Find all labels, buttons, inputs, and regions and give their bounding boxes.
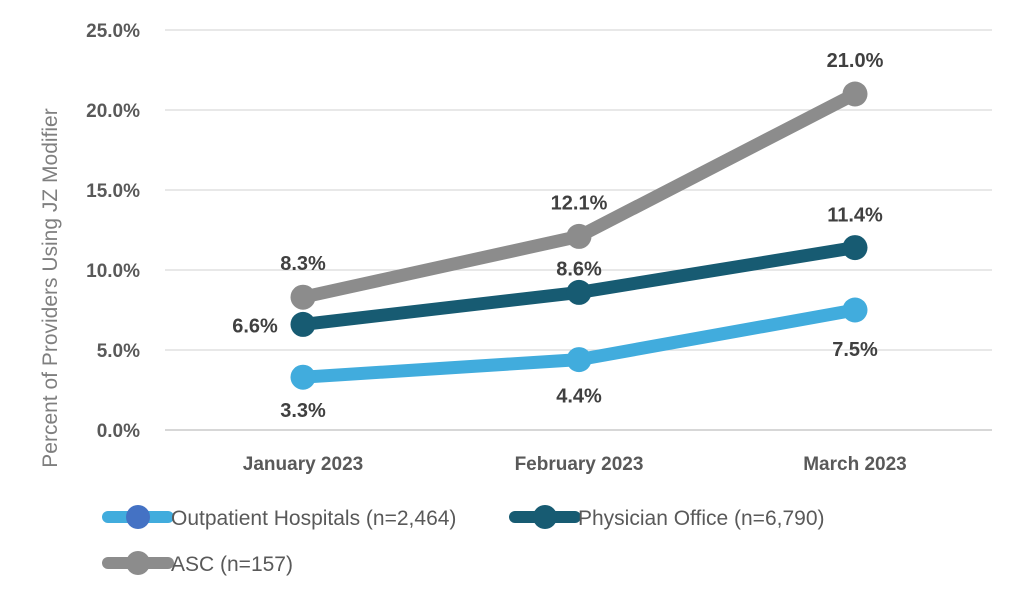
y-tick-label: 15.0% [86,181,140,202]
y-tick-label: 20.0% [86,101,140,122]
y-tick-label: 25.0% [86,21,140,42]
legend-label: ASC (n=157) [171,553,293,576]
x-tick-label: February 2023 [515,454,644,475]
y-tick-label: 10.0% [86,261,140,282]
data-point [290,284,316,310]
y-axis-ticks: 0.0% 5.0% 10.0% 15.0% 20.0% 25.0% [86,21,140,442]
x-tick-label: March 2023 [803,454,907,475]
series-lines [290,81,868,390]
data-label: 11.4% [827,205,883,227]
data-label: 6.6% [232,315,278,337]
series-line [290,81,868,310]
legend-label: Physician Office (n=6,790) [578,507,825,530]
data-label: 21.0% [827,50,884,72]
x-tick-label: January 2023 [243,454,363,475]
data-label: 8.3% [280,253,326,275]
data-label: 7.5% [832,339,878,361]
legend-item: Physician Office (n=6,790) [509,505,825,530]
data-label: 12.1% [551,192,608,214]
y-tick-label: 5.0% [97,341,140,362]
data-label: 3.3% [280,400,326,422]
data-point [842,235,868,261]
legend-marker [126,551,150,575]
legend-label: Outpatient Hospitals (n=2,464) [171,507,456,530]
y-tick-label: 0.0% [97,421,140,442]
data-point [842,81,868,107]
data-point [290,364,316,390]
data-point [842,297,868,323]
data-point [566,279,592,305]
data-point [290,311,316,337]
data-label: 4.4% [556,386,602,408]
x-axis-ticks: January 2023 February 2023 March 2023 [243,454,907,475]
data-point [566,347,592,373]
legend-marker [126,505,150,529]
gridlines [165,29,992,431]
series-line [290,297,868,390]
data-label: 8.6% [556,258,602,280]
data-labels: 3.3% 4.4% 7.5% 6.6% 8.6% 11.4% 8.3% 12.1% 21.0% [232,50,883,422]
series-line [290,235,868,337]
legend-marker [533,505,557,529]
y-axis-label: Percent of Providers Using JZ Modifier [39,108,62,467]
legend: Outpatient Hospitals (n=2,464) Physician … [102,505,825,576]
legend-item: ASC (n=157) [102,551,293,576]
data-point [566,223,592,249]
legend-item: Outpatient Hospitals (n=2,464) [102,505,456,530]
